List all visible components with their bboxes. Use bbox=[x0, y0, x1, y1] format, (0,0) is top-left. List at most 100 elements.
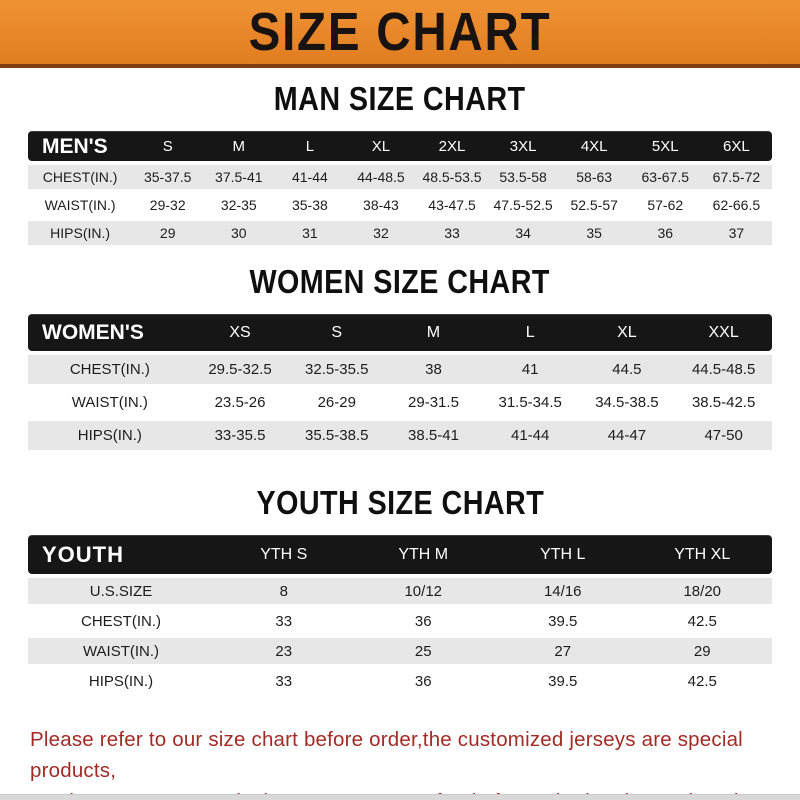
size-value-cell: 33 bbox=[214, 608, 354, 634]
size-value-cell: 29 bbox=[632, 638, 772, 664]
size-value-cell: 42.5 bbox=[632, 668, 772, 694]
table-row: CHEST(IN.) 33 36 39.5 42.5 bbox=[28, 608, 772, 634]
women-size-table: WOMEN'S XS S M L XL XXL CHEST(IN.) 29.5-32.5 32.5… bbox=[28, 310, 772, 454]
table-header-row: MEN'S S M L XL 2XL 3XL 4XL 5XL 6XL bbox=[28, 131, 772, 161]
size-value-cell: 18/20 bbox=[632, 578, 772, 604]
row-label: HIPS(IN.) bbox=[28, 221, 133, 245]
size-value-cell: 52.5-57 bbox=[558, 193, 630, 217]
size-value-cell: 8 bbox=[214, 578, 354, 604]
row-label: CHEST(IN.) bbox=[28, 355, 192, 384]
size-value-cell: 33 bbox=[416, 221, 488, 245]
size-value-cell: 39.5 bbox=[493, 668, 633, 694]
table-row: HIPS(IN.) 33 36 39.5 42.5 bbox=[28, 668, 772, 694]
table-row: CHEST(IN.) 29.5-32.5 32.5-35.5 38 41 44.5 44.5… bbox=[28, 355, 772, 384]
size-value-cell: 23 bbox=[214, 638, 354, 664]
size-value-cell: 39.5 bbox=[493, 608, 633, 634]
column-header: YTH S bbox=[214, 535, 354, 574]
size-value-cell: 44.5-48.5 bbox=[675, 355, 772, 384]
size-value-cell: 32-35 bbox=[203, 193, 275, 217]
column-header: YTH M bbox=[353, 535, 493, 574]
row-label: WAIST(IN.) bbox=[28, 638, 214, 664]
size-value-cell: 53.5-58 bbox=[487, 165, 559, 189]
size-value-cell: 36 bbox=[353, 608, 493, 634]
column-header: 6XL bbox=[700, 131, 772, 161]
size-value-cell: 26-29 bbox=[288, 388, 386, 417]
size-value-cell: 14/16 bbox=[493, 578, 633, 604]
row-label: CHEST(IN.) bbox=[28, 608, 214, 634]
size-value-cell: 38-43 bbox=[345, 193, 417, 217]
size-value-cell: 38 bbox=[385, 355, 482, 384]
column-header: XS bbox=[191, 314, 289, 351]
size-value-cell: 31.5-34.5 bbox=[481, 388, 579, 417]
size-value-cell: 63-67.5 bbox=[629, 165, 701, 189]
size-value-cell: 44-48.5 bbox=[345, 165, 417, 189]
row-label: WAIST(IN.) bbox=[28, 193, 133, 217]
column-header: XXL bbox=[675, 314, 772, 351]
size-value-cell: 34.5-38.5 bbox=[578, 388, 676, 417]
size-value-cell: 32 bbox=[345, 221, 417, 245]
banner-title: SIZE CHART bbox=[248, 2, 552, 62]
row-label: HIPS(IN.) bbox=[28, 421, 192, 450]
size-value-cell: 32.5-35.5 bbox=[288, 355, 386, 384]
size-value-cell: 34 bbox=[487, 221, 559, 245]
size-value-cell: 33-35.5 bbox=[191, 421, 289, 450]
size-value-cell: 37 bbox=[700, 221, 772, 245]
column-header: S bbox=[132, 131, 204, 161]
size-value-cell: 43-47.5 bbox=[416, 193, 488, 217]
size-value-cell: 29-32 bbox=[132, 193, 204, 217]
column-header: 5XL bbox=[629, 131, 701, 161]
row-label: WAIST(IN.) bbox=[28, 388, 192, 417]
size-value-cell: 42.5 bbox=[632, 608, 772, 634]
table-row: CHEST(IN.) 35-37.5 37.5-41 41-44 44-48.5 48.5… bbox=[28, 165, 772, 189]
size-value-cell: 27 bbox=[493, 638, 633, 664]
size-value-cell: 57-62 bbox=[629, 193, 701, 217]
size-value-cell: 41-44 bbox=[274, 165, 346, 189]
column-header: XL bbox=[578, 314, 676, 351]
size-value-cell: 41-44 bbox=[481, 421, 579, 450]
size-value-cell: 29-31.5 bbox=[385, 388, 482, 417]
size-value-cell: 30 bbox=[203, 221, 275, 245]
size-value-cell: 47.5-52.5 bbox=[487, 193, 559, 217]
table-row: WAIST(IN.) 29-32 32-35 35-38 38-43 43-47.5 47.… bbox=[28, 193, 772, 217]
table-row: HIPS(IN.) 29 30 31 32 33 34 35 36 37 bbox=[28, 221, 772, 245]
row-label: HIPS(IN.) bbox=[28, 668, 214, 694]
size-value-cell: 36 bbox=[629, 221, 701, 245]
column-header: 3XL bbox=[487, 131, 559, 161]
column-header: 2XL bbox=[416, 131, 488, 161]
table-corner-label: WOMEN'S bbox=[28, 314, 192, 351]
table-row: HIPS(IN.) 33-35.5 35.5-38.5 38.5-41 41-44 44-… bbox=[28, 421, 772, 450]
size-value-cell: 48.5-53.5 bbox=[416, 165, 488, 189]
column-header: S bbox=[288, 314, 386, 351]
size-value-cell: 44-47 bbox=[578, 421, 676, 450]
bottom-edge-strip bbox=[0, 794, 800, 800]
table-header-row: WOMEN'S XS S M L XL XXL bbox=[28, 314, 772, 351]
size-value-cell: 10/12 bbox=[353, 578, 493, 604]
size-value-cell: 33 bbox=[214, 668, 354, 694]
table-corner-label: MEN'S bbox=[28, 131, 133, 161]
size-value-cell: 38.5-42.5 bbox=[675, 388, 772, 417]
size-value-cell: 44.5 bbox=[578, 355, 676, 384]
size-value-cell: 23.5-26 bbox=[191, 388, 289, 417]
row-label: CHEST(IN.) bbox=[28, 165, 133, 189]
size-value-cell: 41 bbox=[481, 355, 579, 384]
size-value-cell: 29 bbox=[132, 221, 204, 245]
column-header: L bbox=[274, 131, 346, 161]
women-section-title: WOMEN SIZE CHART bbox=[249, 263, 551, 300]
man-section-title: MAN SIZE CHART bbox=[274, 80, 526, 117]
footer-note: Please refer to our size chart before or… bbox=[30, 724, 780, 800]
banner: SIZE CHART bbox=[0, 0, 800, 68]
column-header: XL bbox=[345, 131, 417, 161]
column-header: L bbox=[481, 314, 579, 351]
size-value-cell: 35-37.5 bbox=[132, 165, 204, 189]
size-value-cell: 37.5-41 bbox=[203, 165, 275, 189]
row-label: U.S.SIZE bbox=[28, 578, 214, 604]
size-value-cell: 62-66.5 bbox=[700, 193, 772, 217]
table-row: WAIST(IN.) 23 25 27 29 bbox=[28, 638, 772, 664]
youth-size-table: YOUTH YTH S YTH M YTH L YTH XL U.S.SIZE 8 10/12… bbox=[28, 531, 772, 698]
table-corner-label: YOUTH bbox=[28, 535, 214, 574]
men-size-table: MEN'S S M L XL 2XL 3XL 4XL 5XL 6XL CHEST(IN.) 35-37… bbox=[28, 127, 772, 249]
table-row: U.S.SIZE 8 10/12 14/16 18/20 bbox=[28, 578, 772, 604]
youth-section-title: YOUTH SIZE CHART bbox=[256, 484, 544, 521]
size-value-cell: 35 bbox=[558, 221, 630, 245]
